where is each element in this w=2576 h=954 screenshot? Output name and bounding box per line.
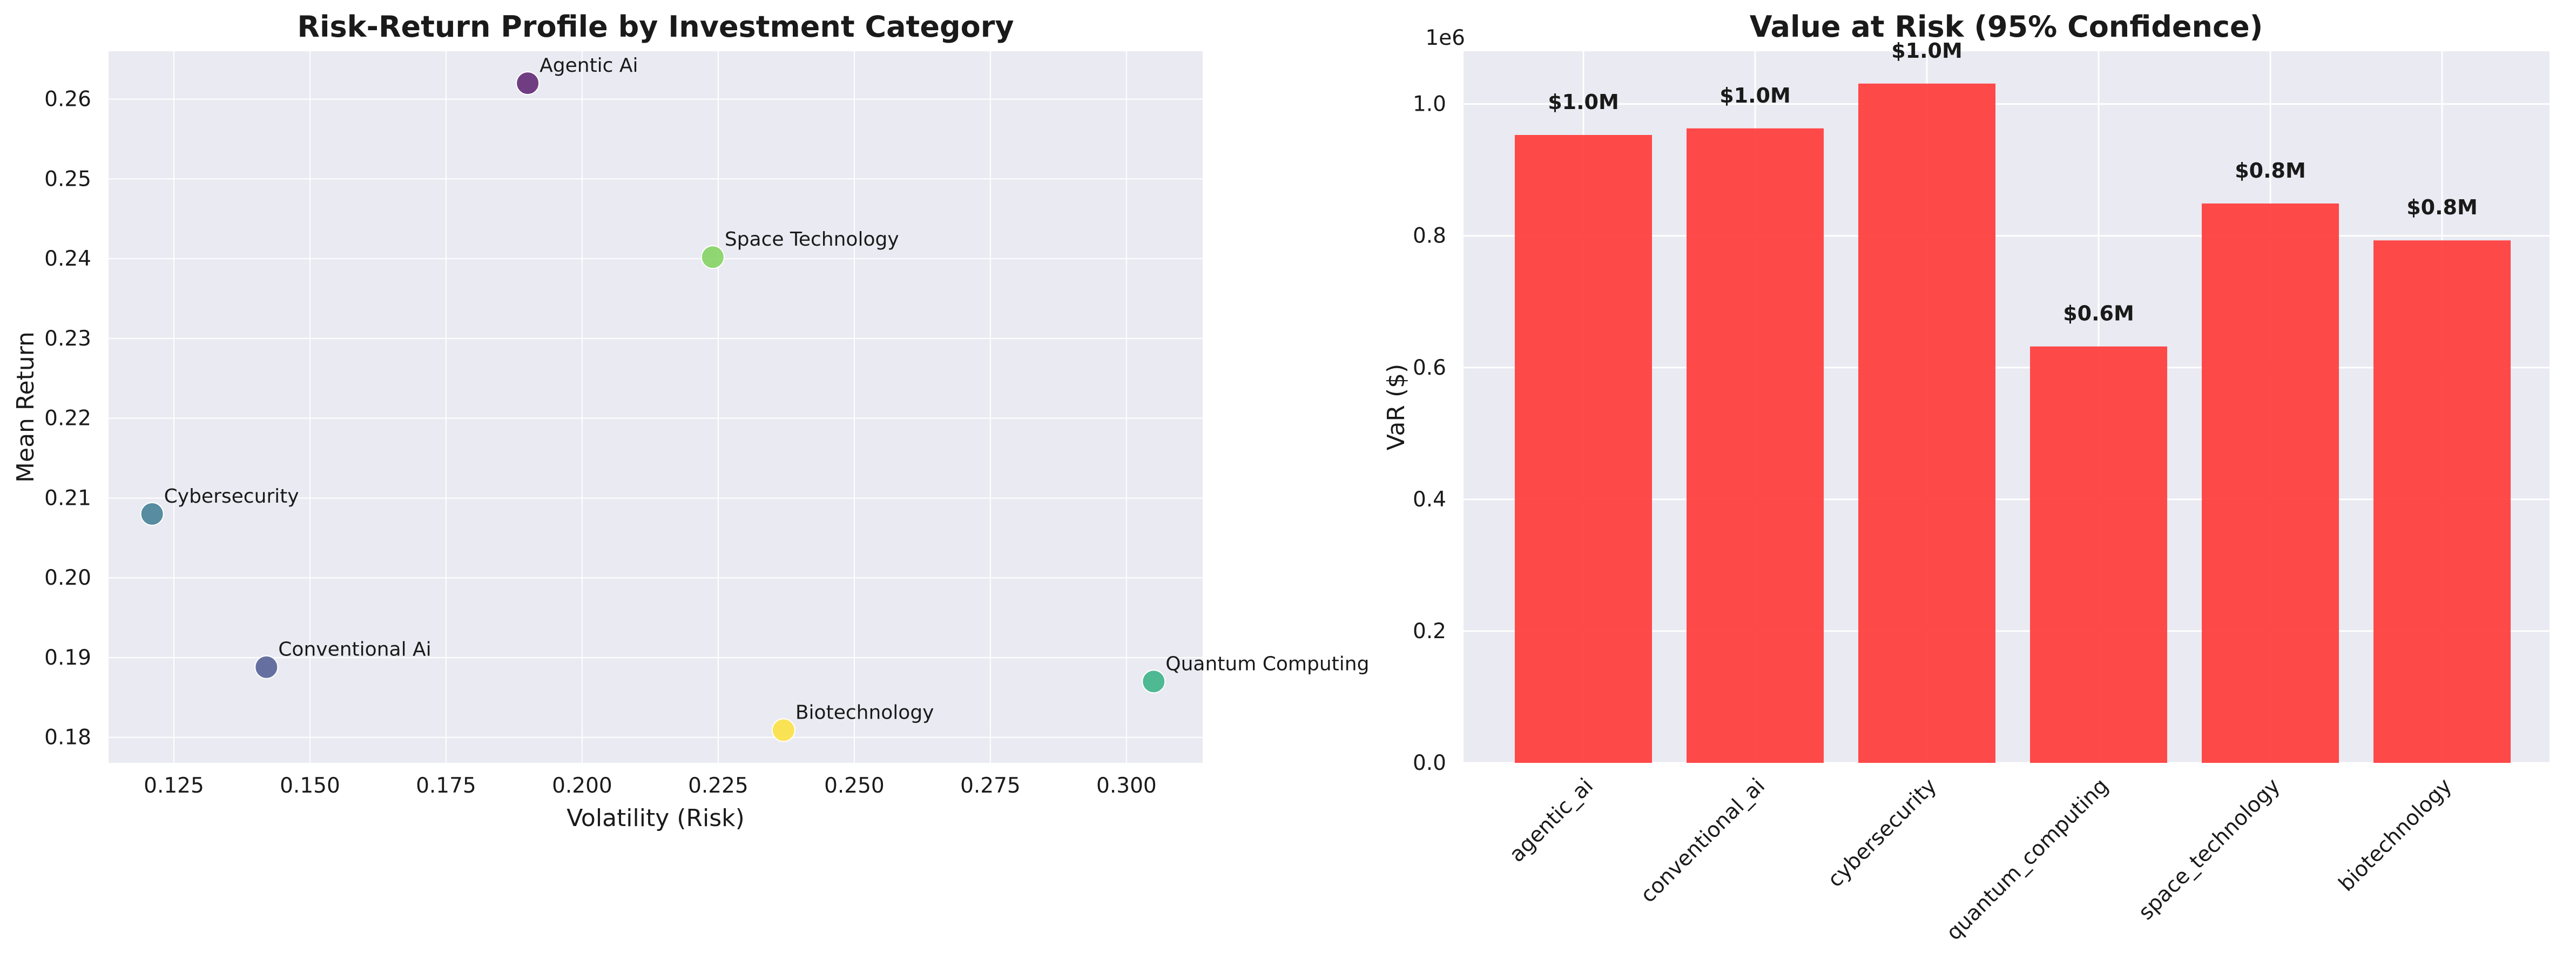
var-bar [2030,346,2167,763]
scatter-point [254,655,279,679]
scatter-x-tick-label: 0.250 [824,774,885,798]
scatter-y-tick-label: 0.21 [44,486,91,510]
scatter-points: Agentic Ai Conventional Ai Cybersecurity Qu… [140,55,1369,742]
scatter-point [140,502,164,526]
scatter-point [1142,669,1166,694]
scatter-y-tick-label: 0.25 [44,167,91,191]
scatter-point-label: Quantum Computing [1165,653,1369,675]
scatter-grid [109,51,1203,763]
scatter-point [700,245,725,269]
scatter-y-tick-label: 0.20 [44,566,91,590]
var-bar [1687,128,1824,763]
var-bar-chart: 0.0 0.2 0.4 0.6 0.8 1.0 agentic_ai conventional… [1383,10,2550,945]
bar-chart-title: Value at Risk (95% Confidence) [1750,10,2263,44]
scatter-y-tick-label: 0.22 [44,407,91,431]
bar-category-label: space_technology [2134,774,2285,925]
scatter-ticks: 0.125 0.150 0.175 0.200 0.225 0.250 0.275 0.300… [44,87,1157,798]
scatter-x-tick-label: 0.225 [688,774,748,798]
var-bar [1858,83,1995,763]
bar-y-axis-label: VaR ($) [1383,364,1410,451]
bar-y-tick-label: 0.0 [1413,751,1446,775]
scatter-point-label: Space Technology [725,228,899,251]
scatter-title: Risk-Return Profile by Investment Catego… [297,10,1014,44]
var-bar [1515,134,1652,763]
bar-value-label: $1.0M [1719,84,1791,107]
bar-series: $1.0M $1.0M $1.0M $0.6M $0.8M $0.8M [1515,39,2511,763]
scatter-y-tick-label: 0.24 [44,247,91,271]
scatter-x-tick-label: 0.150 [280,774,340,798]
scatter-y-tick-label: 0.19 [44,646,91,670]
bar-value-label: $0.6M [2063,302,2134,326]
scatter-plot-area [109,51,1203,763]
scatter-x-tick-label: 0.125 [144,774,204,798]
scatter-point-label: Biotechnology [795,701,934,723]
scatter-y-tick-label: 0.18 [44,726,91,750]
scatter-y-tick-label: 0.26 [44,87,91,112]
scatter-point [516,71,540,96]
bar-category-label: conventional_ai [1636,774,1770,908]
scatter-x-tick-label: 0.175 [416,774,476,798]
bar-category-label: cybersecurity [1823,774,1941,892]
scatter-point-label: Conventional Ai [278,639,431,661]
bar-y-tick-label: 0.8 [1413,224,1446,248]
bar-y-tick-label: 0.4 [1413,488,1446,512]
scatter-chart: 0.125 0.150 0.175 0.200 0.225 0.250 0.275 0.300… [12,10,1369,832]
scatter-point-label: Cybersecurity [164,485,299,508]
bar-y-offset-label: 1e6 [1425,26,1465,50]
scatter-y-tick-label: 0.23 [44,327,91,351]
scatter-x-tick-label: 0.300 [1096,774,1157,798]
scatter-point-label: Agentic Ai [540,55,638,77]
scatter-x-tick-label: 0.200 [552,774,612,798]
bar-value-label: $0.8M [2406,195,2478,219]
scatter-x-axis-label: Volatility (Risk) [567,804,745,832]
bar-category-label: agentic_ai [1505,774,1598,867]
bar-y-tick-label: 1.0 [1413,92,1446,117]
var-bar [2202,203,2339,763]
bar-y-tick-label: 0.6 [1413,356,1446,380]
bar-value-label: $0.8M [2235,159,2306,182]
bar-value-label: $1.0M [1548,90,1619,114]
bar-category-label: quantum_computing [1942,774,2113,945]
bar-y-tick-label: 0.2 [1413,619,1446,644]
scatter-y-axis-label: Mean Return [12,331,39,483]
bar-value-label: $1.0M [1891,39,1963,63]
scatter-point [771,718,795,742]
var-bar [2373,240,2511,763]
bar-category-label: biotechnology [2334,774,2457,896]
scatter-x-tick-label: 0.275 [960,774,1021,798]
